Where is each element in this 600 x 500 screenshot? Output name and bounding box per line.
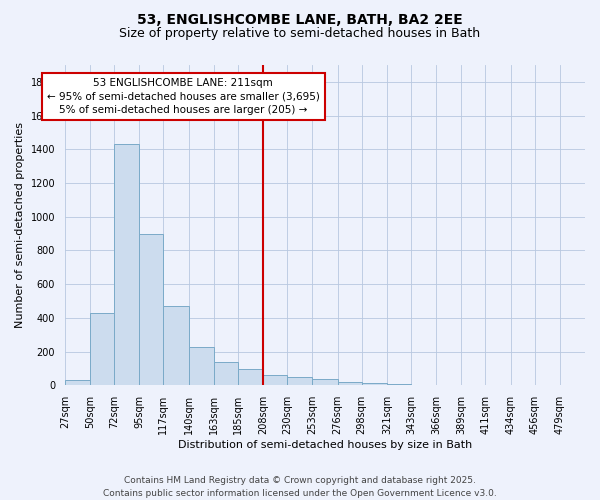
X-axis label: Distribution of semi-detached houses by size in Bath: Distribution of semi-detached houses by … <box>178 440 472 450</box>
Bar <box>114 144 139 386</box>
Bar <box>65 380 90 386</box>
Bar <box>313 380 338 386</box>
Text: Size of property relative to semi-detached houses in Bath: Size of property relative to semi-detach… <box>119 28 481 40</box>
Text: 53 ENGLISHCOMBE LANE: 211sqm
← 95% of semi-detached houses are smaller (3,695)
5: 53 ENGLISHCOMBE LANE: 211sqm ← 95% of se… <box>47 78 320 115</box>
Bar <box>362 383 387 386</box>
Bar <box>338 382 362 386</box>
Bar <box>214 362 238 386</box>
Bar <box>188 348 214 386</box>
Bar <box>90 313 114 386</box>
Bar <box>411 384 436 386</box>
Text: Contains HM Land Registry data © Crown copyright and database right 2025.
Contai: Contains HM Land Registry data © Crown c… <box>103 476 497 498</box>
Text: 53, ENGLISHCOMBE LANE, BATH, BA2 2EE: 53, ENGLISHCOMBE LANE, BATH, BA2 2EE <box>137 12 463 26</box>
Bar <box>436 385 461 386</box>
Y-axis label: Number of semi-detached properties: Number of semi-detached properties <box>15 122 25 328</box>
Bar <box>139 234 163 386</box>
Bar <box>238 370 263 386</box>
Bar <box>163 306 188 386</box>
Bar <box>263 375 287 386</box>
Bar <box>287 377 313 386</box>
Bar <box>387 384 411 386</box>
